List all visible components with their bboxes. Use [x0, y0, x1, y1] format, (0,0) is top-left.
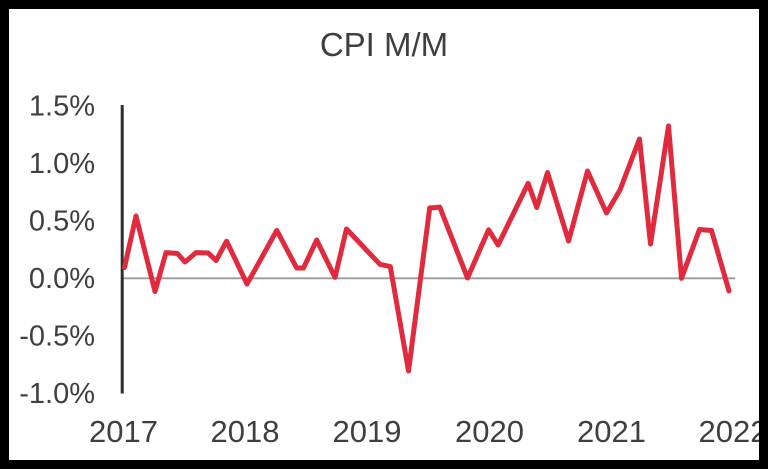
svg-text:2020: 2020 — [455, 414, 524, 449]
svg-text:2019: 2019 — [333, 414, 402, 449]
svg-text:2018: 2018 — [211, 414, 280, 449]
svg-text:1.5%: 1.5% — [29, 91, 95, 123]
svg-text:0.5%: 0.5% — [29, 206, 95, 238]
svg-text:-0.5%: -0.5% — [19, 321, 95, 353]
svg-text:CPI M/M: CPI M/M — [320, 26, 448, 63]
svg-text:2017: 2017 — [89, 414, 158, 449]
svg-text:0.0%: 0.0% — [29, 263, 95, 295]
svg-text:2022: 2022 — [699, 414, 759, 449]
svg-text:1.0%: 1.0% — [29, 148, 95, 180]
svg-text:-1.0%: -1.0% — [19, 378, 95, 410]
svg-text:2021: 2021 — [577, 414, 646, 449]
